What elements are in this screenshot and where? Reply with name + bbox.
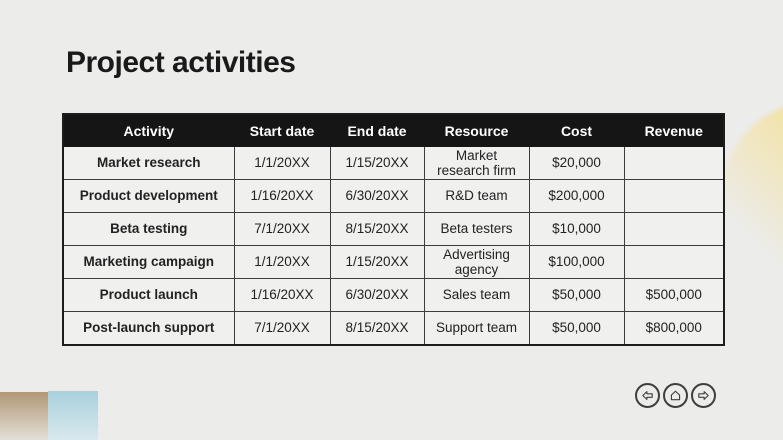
arrow-left-icon <box>640 388 655 403</box>
cell-activity: Post-launch support <box>62 311 235 346</box>
cell-start-date: 1/16/20XX <box>233 278 331 312</box>
cell-start-date: 7/1/20XX <box>233 212 331 246</box>
column-header-revenue: Revenue <box>623 113 725 147</box>
cell-resource: Market research firm <box>423 146 530 180</box>
cell-end-date: 8/15/20XX <box>329 212 425 246</box>
previous-slide-button[interactable] <box>635 383 660 408</box>
blue-square-decoration <box>48 391 98 440</box>
table-row: Market research 1/1/20XX 1/15/20XX Marke… <box>62 146 725 180</box>
cell-start-date: 7/1/20XX <box>233 311 331 346</box>
cell-end-date: 6/30/20XX <box>329 278 425 312</box>
cell-end-date: 1/15/20XX <box>329 245 425 279</box>
cell-activity: Marketing campaign <box>62 245 235 279</box>
next-slide-button[interactable] <box>691 383 716 408</box>
cell-activity: Product development <box>62 179 235 213</box>
column-header-resource: Resource <box>423 113 530 147</box>
cell-revenue <box>623 212 725 246</box>
slide-navigation <box>635 383 716 408</box>
cell-resource: Support team <box>423 311 530 346</box>
cell-activity: Product launch <box>62 278 235 312</box>
table-row: Post-launch support 7/1/20XX 8/15/20XX S… <box>62 311 725 346</box>
column-header-start-date: Start date <box>233 113 331 147</box>
table-row: Product development 1/16/20XX 6/30/20XX … <box>62 179 725 213</box>
cell-resource: Sales team <box>423 278 530 312</box>
cell-start-date: 1/16/20XX <box>233 179 331 213</box>
arrow-right-icon <box>696 388 711 403</box>
cell-cost: $200,000 <box>528 179 625 213</box>
table-row: Product launch 1/16/20XX 6/30/20XX Sales… <box>62 278 725 312</box>
cell-activity: Beta testing <box>62 212 235 246</box>
cell-cost: $50,000 <box>528 311 625 346</box>
column-header-end-date: End date <box>329 113 425 147</box>
cell-revenue: $800,000 <box>623 311 725 346</box>
table-row: Marketing campaign 1/1/20XX 1/15/20XX Ad… <box>62 245 725 279</box>
table-row: Beta testing 7/1/20XX 8/15/20XX Beta tes… <box>62 212 725 246</box>
cell-end-date: 1/15/20XX <box>329 146 425 180</box>
cell-cost: $100,000 <box>528 245 625 279</box>
home-slide-button[interactable] <box>663 383 688 408</box>
yellow-gradient-circle-decoration <box>721 100 783 296</box>
cell-cost: $20,000 <box>528 146 625 180</box>
cell-revenue <box>623 179 725 213</box>
cell-revenue <box>623 146 725 180</box>
cell-resource: R&D team <box>423 179 530 213</box>
cell-start-date: 1/1/20XX <box>233 245 331 279</box>
cell-resource: Beta testers <box>423 212 530 246</box>
cell-end-date: 8/15/20XX <box>329 311 425 346</box>
cell-activity: Market research <box>62 146 235 180</box>
cell-cost: $50,000 <box>528 278 625 312</box>
cell-cost: $10,000 <box>528 212 625 246</box>
column-header-activity: Activity <box>62 113 235 147</box>
page-title: Project activities <box>66 46 296 79</box>
cell-revenue <box>623 245 725 279</box>
column-header-cost: Cost <box>528 113 625 147</box>
cell-resource: Advertising agency <box>423 245 530 279</box>
cell-start-date: 1/1/20XX <box>233 146 331 180</box>
tan-square-decoration <box>0 392 48 440</box>
cell-revenue: $500,000 <box>623 278 725 312</box>
cell-end-date: 6/30/20XX <box>329 179 425 213</box>
home-icon <box>668 388 683 403</box>
table-header-row: Activity Start date End date Resource Co… <box>62 113 725 147</box>
activities-table: Activity Start date End date Resource Co… <box>62 113 725 346</box>
